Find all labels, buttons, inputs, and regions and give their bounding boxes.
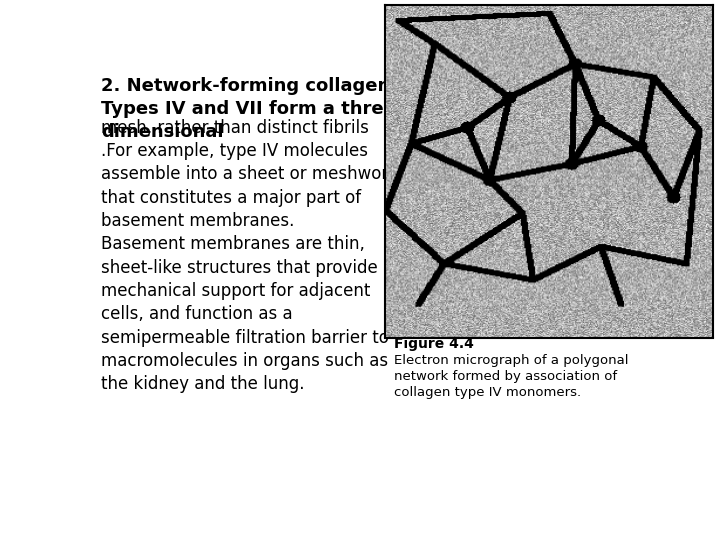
- Text: mesh, rather than distinct fibrils
.For example, type IV molecules
assemble into: mesh, rather than distinct fibrils .For …: [101, 119, 398, 393]
- Text: 2. Network-forming collagens:
Types IV and VII form a three-
dimensional: 2. Network-forming collagens: Types IV a…: [101, 77, 408, 141]
- Text: Electron micrograph of a polygonal
network formed by association of
collagen typ: Electron micrograph of a polygonal netwo…: [394, 354, 629, 399]
- Text: Figure 4.4: Figure 4.4: [394, 337, 474, 351]
